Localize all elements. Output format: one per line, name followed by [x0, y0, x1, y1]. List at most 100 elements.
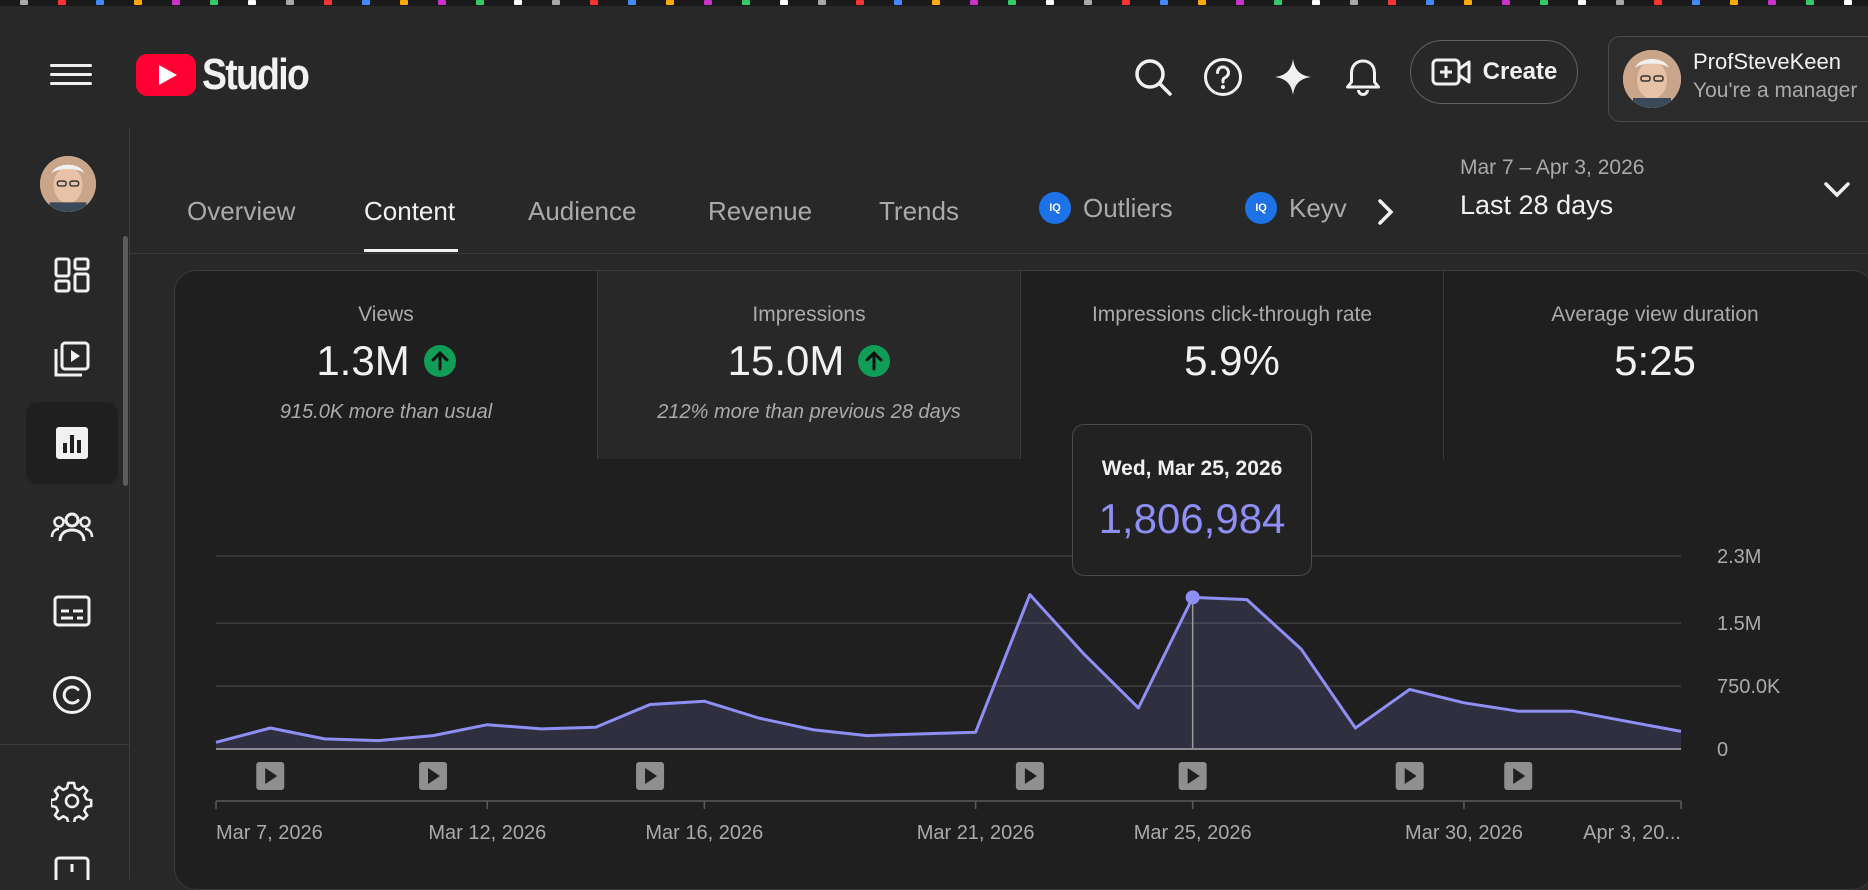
analytics-main: Overview Content Audience Revenue Trends…	[130, 128, 1868, 890]
gear-icon	[51, 781, 93, 822]
bookmark-favicon	[476, 0, 484, 5]
tab-label: Outliers	[1083, 192, 1173, 223]
tab-scroll-next-button[interactable]	[1366, 192, 1406, 232]
metric-value-row: 5:25	[1444, 337, 1866, 385]
date-range-picker[interactable]: Mar 7 – Apr 3, 2026 Last 28 days	[1460, 156, 1644, 221]
community-icon	[50, 512, 94, 542]
copyright-icon	[53, 676, 91, 714]
metric-divider	[1443, 271, 1444, 459]
bell-icon	[1346, 59, 1380, 96]
bookmark-favicon	[1008, 0, 1016, 5]
tab-revenue[interactable]: Revenue	[708, 196, 812, 227]
metric-divider	[1020, 271, 1021, 459]
metric-title: Impressions click-through rate	[1091, 303, 1373, 326]
youtube-logo-icon	[136, 54, 196, 96]
bookmark-favicon	[1198, 0, 1206, 5]
bookmark-favicon	[742, 0, 750, 5]
tab-outliers[interactable]: IQ Outliers	[1039, 192, 1173, 224]
metric-impressions[interactable]: Impressions 15.0M 212% more than previou…	[598, 271, 1020, 459]
bookmark-favicon	[628, 0, 636, 5]
metric-ctr[interactable]: Impressions click-through rate 5.9%	[1021, 271, 1443, 459]
sidebar-item-community[interactable]	[26, 486, 118, 568]
ai-sparkle-button[interactable]	[1270, 54, 1316, 100]
sidebar-divider	[0, 744, 130, 745]
bookmark-favicon	[666, 0, 674, 5]
bookmark-favicon	[1844, 0, 1852, 5]
bookmark-favicon	[1730, 0, 1738, 5]
metric-value: 15.0M	[727, 337, 845, 384]
chevron-right-icon	[1378, 199, 1394, 225]
tab-audience[interactable]: Audience	[528, 196, 636, 227]
metric-title: Impressions	[752, 303, 866, 326]
bookmark-favicon	[818, 0, 826, 5]
bookmark-favicon	[514, 0, 522, 5]
metric-title: Average view duration	[1551, 303, 1759, 326]
bookmark-favicon	[780, 0, 788, 5]
bookmark-favicon	[1312, 0, 1320, 5]
notifications-button[interactable]	[1340, 54, 1386, 100]
sidebar-item-analytics[interactable]	[26, 402, 118, 484]
left-sidebar	[0, 128, 130, 880]
sidebar-item-feedback[interactable]	[26, 840, 118, 880]
arrow-up-icon	[423, 345, 456, 377]
metric-subtext: 915.0K more than usual	[279, 401, 493, 423]
account-name: ProfSteveKeen	[1693, 49, 1841, 74]
bookmark-favicon	[96, 0, 104, 5]
tab-label: Revenue	[708, 196, 813, 226]
bookmark-favicon	[932, 0, 940, 5]
tab-trends[interactable]: Trends	[879, 196, 959, 227]
help-icon	[1204, 58, 1242, 96]
sidebar-item-copyright[interactable]	[26, 654, 118, 736]
metric-avg-view-duration[interactable]: Average view duration 5:25	[1444, 271, 1866, 459]
youtube-studio-logo[interactable]: Studio	[136, 50, 327, 100]
tab-label: Audience	[528, 196, 637, 226]
sidebar-item-dashboard[interactable]	[26, 234, 118, 316]
search-button[interactable]	[1130, 54, 1176, 100]
date-range-label: Last 28 days	[1460, 190, 1614, 220]
metric-value-row: 1.3M	[175, 337, 597, 385]
bookmark-favicon	[970, 0, 978, 5]
metric-title: Views	[358, 303, 414, 326]
sidebar-item-content[interactable]	[26, 318, 118, 400]
account-role: You're a manager	[1693, 79, 1858, 102]
bookmark-favicon	[400, 0, 408, 5]
create-label: Create	[1482, 58, 1558, 85]
bookmark-favicon	[856, 0, 864, 5]
arrow-up-icon	[858, 345, 891, 377]
tab-label: Trends	[879, 196, 959, 226]
bookmark-favicon	[1578, 0, 1586, 5]
metric-value: 5.9%	[1184, 337, 1280, 384]
date-range-span: Mar 7 – Apr 3, 2026	[1460, 156, 1645, 179]
metric-value: 5:25	[1614, 337, 1696, 384]
bookmark-favicon	[1046, 0, 1054, 5]
account-switcher[interactable]: ProfSteveKeen You're a manager	[1608, 36, 1868, 122]
sidebar-scrollbar[interactable]	[123, 236, 128, 486]
sidebar-item-subtitles[interactable]	[26, 570, 118, 652]
content-icon	[54, 341, 90, 377]
metric-value-row: 5.9%	[1021, 337, 1443, 385]
sparkle-icon	[1275, 59, 1311, 95]
tab-label: Keyv	[1289, 192, 1347, 223]
menu-button[interactable]	[50, 58, 92, 94]
tab-bar-divider	[130, 253, 1868, 254]
bookmark-favicon	[704, 0, 712, 5]
account-avatar	[1623, 50, 1681, 108]
metric-views[interactable]: Views 1.3M 915.0K more than usual	[175, 271, 597, 459]
bookmark-favicon	[552, 0, 560, 5]
help-button[interactable]	[1200, 54, 1246, 100]
tab-label: Overview	[187, 196, 296, 226]
tab-content[interactable]: Content	[364, 196, 455, 227]
tab-overview[interactable]: Overview	[187, 196, 295, 227]
create-button[interactable]: Create	[1410, 40, 1578, 104]
active-tab-indicator	[364, 249, 458, 252]
search-icon	[1135, 59, 1172, 96]
bookmark-favicon	[1426, 0, 1434, 5]
channel-avatar[interactable]	[40, 156, 96, 212]
sidebar-item-settings[interactable]	[26, 760, 118, 842]
bookmark-favicon	[1502, 0, 1510, 5]
menu-icon-bar	[50, 64, 92, 67]
feedback-icon	[54, 856, 90, 880]
bookmark-favicon	[1122, 0, 1130, 5]
tab-keywords[interactable]: IQ Keyv	[1245, 192, 1355, 224]
date-range-dropdown-button[interactable]	[1822, 180, 1852, 205]
